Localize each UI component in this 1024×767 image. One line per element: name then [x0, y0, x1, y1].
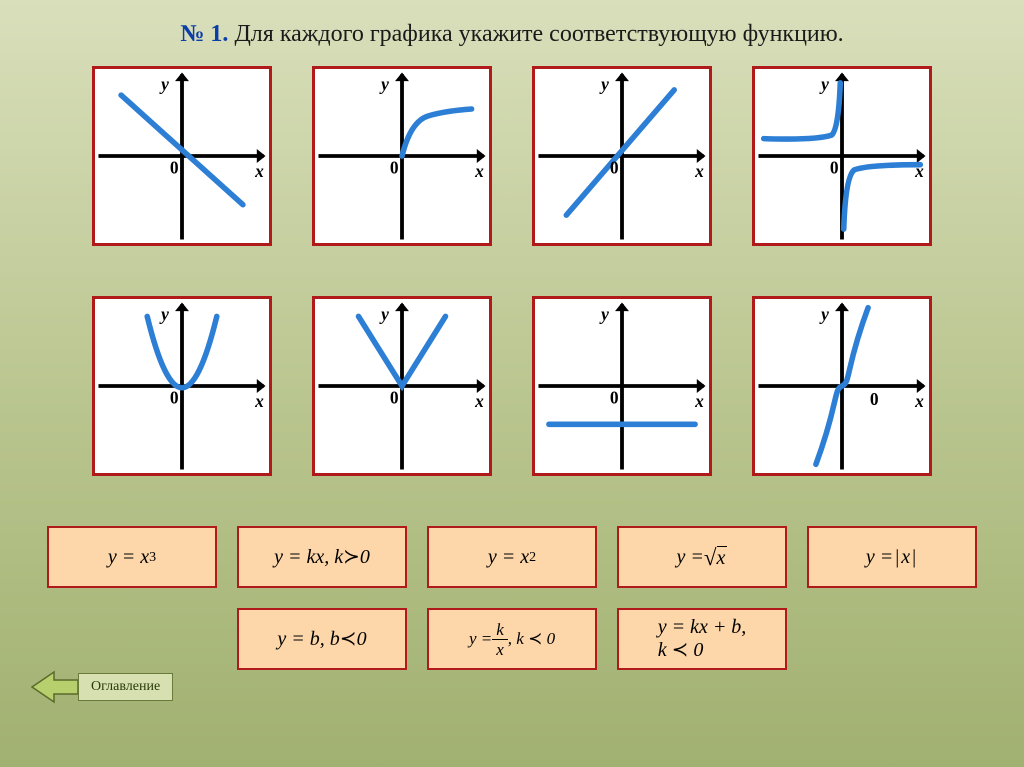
- svg-text:0: 0: [610, 158, 619, 178]
- svg-text:0: 0: [830, 158, 839, 178]
- formula-f6[interactable]: y = b, b ≺ 0: [237, 608, 407, 670]
- svg-text:y: y: [379, 304, 389, 324]
- svg-text:x: x: [694, 391, 704, 411]
- formula-f4[interactable]: y = √x: [617, 526, 787, 588]
- formulas-area: y = x3 y = kx, k ≻ 0 y = x2 y = √x y = |x| y…: [0, 526, 1024, 670]
- formula-f7[interactable]: y = kx , k ≺ 0: [427, 608, 597, 670]
- formula-row-1: y = x3 y = kx, k ≻ 0 y = x2 y = √x y = |x|: [0, 526, 1024, 588]
- nav-label: Оглавление: [78, 673, 173, 701]
- svg-text:x: x: [914, 391, 924, 411]
- formula-f1[interactable]: y = x3: [47, 526, 217, 588]
- svg-text:0: 0: [170, 388, 179, 408]
- graph-hyperbola-k-neg[interactable]: y x 0: [752, 66, 932, 246]
- svg-text:x: x: [474, 161, 484, 181]
- svg-text:x: x: [474, 391, 484, 411]
- formula-f5[interactable]: y = |x|: [807, 526, 977, 588]
- graph-linear-negative-slope[interactable]: y x 0: [92, 66, 272, 246]
- svg-text:y: y: [819, 74, 829, 94]
- svg-text:y: y: [599, 74, 609, 94]
- svg-text:0: 0: [870, 390, 879, 410]
- graphs-area: y x 0 y x 0 y x 0 y x 0 y: [0, 66, 1024, 476]
- formula-f8[interactable]: y = kx + b,k ≺ 0: [617, 608, 787, 670]
- formula-f2[interactable]: y = kx, k ≻ 0: [237, 526, 407, 588]
- formula-f3[interactable]: y = x2: [427, 526, 597, 588]
- task-number: № 1.: [180, 21, 228, 47]
- svg-text:y: y: [819, 304, 829, 324]
- graph-cubic[interactable]: y x 0: [752, 296, 932, 476]
- svg-text:0: 0: [170, 158, 179, 178]
- svg-text:0: 0: [390, 388, 399, 408]
- graph-row-2: y x 0 y x 0 y x 0 y x 0: [0, 296, 1024, 476]
- graph-sqrt[interactable]: y x 0: [312, 66, 492, 246]
- svg-text:y: y: [159, 304, 169, 324]
- graph-linear-positive-slope[interactable]: y x 0: [532, 66, 712, 246]
- svg-text:0: 0: [610, 388, 619, 408]
- svg-text:y: y: [159, 74, 169, 94]
- task-text: Для каждого графика укажите соответствую…: [234, 21, 843, 47]
- svg-text:x: x: [254, 391, 264, 411]
- svg-text:0: 0: [390, 158, 399, 178]
- arrow-left-icon: [30, 669, 80, 705]
- graph-abs[interactable]: y x 0: [312, 296, 492, 476]
- svg-text:x: x: [914, 161, 924, 181]
- svg-text:x: x: [694, 161, 704, 181]
- svg-text:x: x: [254, 161, 264, 181]
- graph-parabola[interactable]: y x 0: [92, 296, 272, 476]
- nav-back[interactable]: Оглавление: [30, 669, 173, 705]
- svg-text:y: y: [599, 304, 609, 324]
- formula-row-2: y = b, b ≺ 0 y = kx , k ≺ 0 y = kx + b,k ≺…: [0, 608, 1024, 670]
- graph-row-1: y x 0 y x 0 y x 0 y x 0: [0, 66, 1024, 246]
- graph-constant-neg[interactable]: y x 0: [532, 296, 712, 476]
- page-title: № 1. Для каждого графика укажите соответ…: [0, 0, 1024, 60]
- svg-text:y: y: [379, 74, 389, 94]
